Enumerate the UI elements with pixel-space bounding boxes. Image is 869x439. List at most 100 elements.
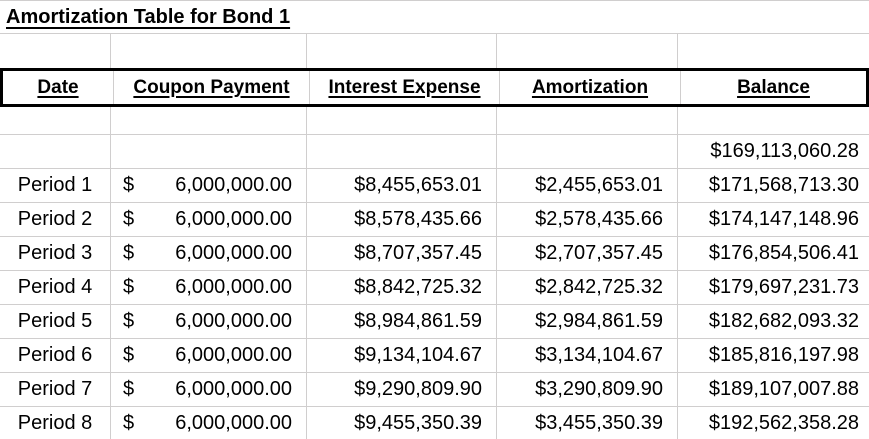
header-amortization[interactable]: Amortization	[500, 71, 681, 104]
cell-coupon-payment[interactable]: $ 6,000,000.00	[111, 407, 307, 439]
empty-cell[interactable]	[111, 34, 307, 68]
cell-interest-expense[interactable]: $8,842,725.32	[307, 271, 497, 304]
balance-value: $192,562,358.28	[708, 412, 859, 434]
cell-date[interactable]: Period 5	[0, 305, 111, 338]
cell-balance[interactable]: $174,147,148.96	[678, 203, 869, 236]
date-value: Period 4	[17, 276, 93, 298]
empty-cell[interactable]	[307, 34, 497, 68]
empty-cell[interactable]	[111, 107, 307, 134]
cell-amortization[interactable]: $3,290,809.90	[497, 373, 678, 406]
date-value: Period 5	[17, 310, 93, 332]
cell-coupon-payment[interactable]: $ 6,000,000.00	[111, 169, 307, 202]
empty-cell[interactable]	[497, 107, 678, 134]
interest-expense-value: $8,984,861.59	[354, 310, 482, 332]
cell-amortization[interactable]: $2,707,357.45	[497, 237, 678, 270]
cell-interest-expense[interactable]: $9,134,104.67	[307, 339, 497, 372]
date-value: Period 2	[17, 208, 93, 230]
amortization-value: $3,134,104.67	[535, 344, 663, 366]
cell-date[interactable]: Period 1	[0, 169, 111, 202]
interest-expense-value: $8,578,435.66	[354, 208, 482, 230]
cell-coupon-payment[interactable]: $ 6,000,000.00	[111, 271, 307, 304]
cell-amortization[interactable]: $3,134,104.67	[497, 339, 678, 372]
cell-amortization[interactable]	[497, 135, 678, 168]
title-row: Amortization Table for Bond 1	[0, 1, 869, 34]
table-row: Period 2 $ 6,000,000.00 $8,578,435.66 $2…	[0, 203, 869, 237]
date-value: Period 7	[17, 378, 93, 400]
empty-cell[interactable]	[678, 34, 869, 68]
interest-expense-value: $8,842,725.32	[354, 276, 482, 298]
sheet-title: Amortization Table for Bond 1	[6, 5, 291, 28]
cell-balance[interactable]: $185,816,197.98	[678, 339, 869, 372]
empty-cell[interactable]	[497, 34, 678, 68]
cell-amortization[interactable]: $2,842,725.32	[497, 271, 678, 304]
coupon-amount-value: 6,000,000.00	[175, 310, 292, 332]
interest-expense-value: $8,707,357.45	[354, 242, 482, 264]
balance-value: $185,816,197.98	[708, 344, 859, 366]
header-balance[interactable]: Balance	[681, 71, 866, 104]
cell-date[interactable]: Period 8	[0, 407, 111, 439]
cell-interest-expense[interactable]: $9,290,809.90	[307, 373, 497, 406]
cell-amortization[interactable]: $2,578,435.66	[497, 203, 678, 236]
header-amortization-label: Amortization	[531, 76, 649, 98]
cell-date[interactable]: Period 4	[0, 271, 111, 304]
header-interest-expense-label: Interest Expense	[328, 76, 481, 98]
header-date[interactable]: Date	[3, 71, 114, 104]
cell-amortization[interactable]: $3,455,350.39	[497, 407, 678, 439]
cell-amortization[interactable]: $2,984,861.59	[497, 305, 678, 338]
cell-balance[interactable]: $179,697,231.73	[678, 271, 869, 304]
cell-coupon-payment[interactable]: $ 6,000,000.00	[111, 373, 307, 406]
table-row: Period 3 $ 6,000,000.00 $8,707,357.45 $2…	[0, 237, 869, 271]
interest-expense-value: $8,455,653.01	[354, 174, 482, 196]
table-row: Period 7 $ 6,000,000.00 $9,290,809.90 $3…	[0, 373, 869, 407]
balance-value: $176,854,506.41	[708, 242, 859, 264]
cell-date[interactable]: Period 2	[0, 203, 111, 236]
cell-interest-expense[interactable]: $8,984,861.59	[307, 305, 497, 338]
table-row: Period 1 $ 6,000,000.00 $8,455,653.01 $2…	[0, 169, 869, 203]
cell-date[interactable]: Period 7	[0, 373, 111, 406]
cell-balance[interactable]: $169,113,060.28	[678, 135, 869, 168]
cell-interest-expense[interactable]	[307, 135, 497, 168]
balance-value: $182,682,093.32	[708, 310, 859, 332]
empty-cell[interactable]	[307, 107, 497, 134]
dollar-sign: $	[123, 310, 135, 332]
balance-value: $169,113,060.28	[710, 140, 859, 162]
cell-amortization[interactable]: $2,455,653.01	[497, 169, 678, 202]
amortization-value: $2,984,861.59	[535, 310, 663, 332]
amortization-value: $2,578,435.66	[535, 208, 663, 230]
coupon-amount-value: 6,000,000.00	[175, 242, 292, 264]
empty-cell[interactable]	[0, 107, 111, 134]
interest-expense-value: $9,455,350.39	[354, 412, 482, 434]
cell-balance[interactable]: $176,854,506.41	[678, 237, 869, 270]
cell-interest-expense[interactable]: $8,707,357.45	[307, 237, 497, 270]
cell-balance[interactable]: $192,562,358.28	[678, 407, 869, 439]
dollar-sign: $	[123, 208, 135, 230]
amortization-value: $3,290,809.90	[535, 378, 663, 400]
dollar-sign: $	[123, 242, 135, 264]
header-balance-label: Balance	[737, 76, 810, 98]
dollar-sign: $	[123, 276, 135, 298]
cell-coupon-payment[interactable]: $ 6,000,000.00	[111, 305, 307, 338]
dollar-sign: $	[123, 344, 135, 366]
cell-date[interactable]: Period 6	[0, 339, 111, 372]
coupon-amount-value: 6,000,000.00	[175, 378, 292, 400]
amortization-value: $2,842,725.32	[535, 276, 663, 298]
cell-coupon-payment[interactable]: $ 6,000,000.00	[111, 339, 307, 372]
cell-balance[interactable]: $182,682,093.32	[678, 305, 869, 338]
dollar-sign: $	[123, 174, 135, 196]
cell-balance[interactable]: $189,107,007.88	[678, 373, 869, 406]
cell-date[interactable]: Period 3	[0, 237, 111, 270]
header-coupon-payment[interactable]: Coupon Payment	[114, 71, 310, 104]
cell-coupon-payment[interactable]: $ 6,000,000.00	[111, 237, 307, 270]
coupon-amount-value: 6,000,000.00	[175, 276, 292, 298]
cell-interest-expense[interactable]: $8,578,435.66	[307, 203, 497, 236]
empty-cell[interactable]	[678, 107, 869, 134]
empty-cell[interactable]	[0, 34, 111, 68]
cell-coupon-payment[interactable]	[111, 135, 307, 168]
cell-date[interactable]	[0, 135, 111, 168]
cell-interest-expense[interactable]: $9,455,350.39	[307, 407, 497, 439]
cell-coupon-payment[interactable]: $ 6,000,000.00	[111, 203, 307, 236]
cell-balance[interactable]: $171,568,713.30	[678, 169, 869, 202]
cell-interest-expense[interactable]: $8,455,653.01	[307, 169, 497, 202]
header-interest-expense[interactable]: Interest Expense	[310, 71, 500, 104]
